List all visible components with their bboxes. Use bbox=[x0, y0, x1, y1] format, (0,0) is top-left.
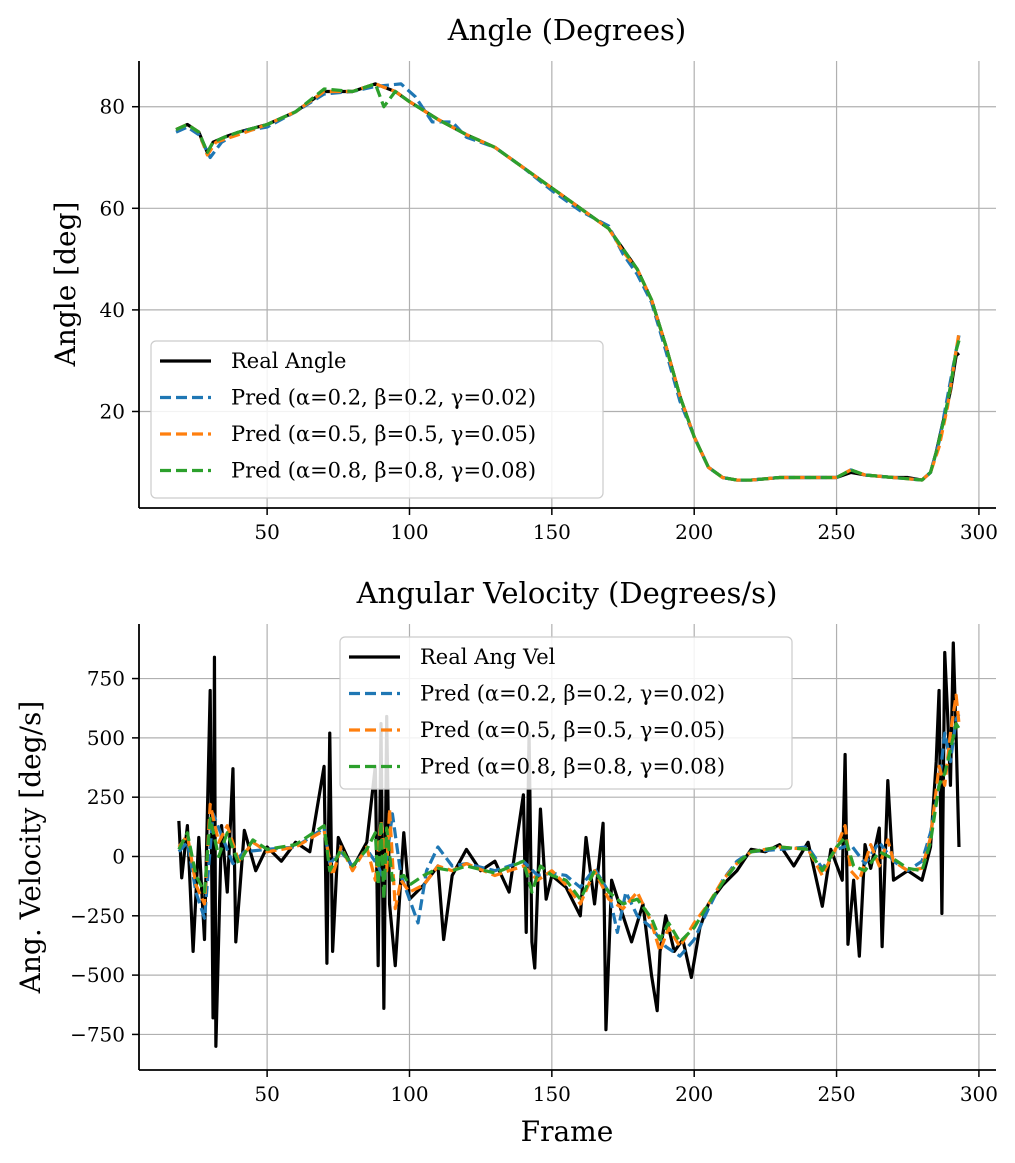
velocity-y-axis-label: Ang. Velocity [deg/s] bbox=[14, 701, 47, 995]
angle-legend-label-1: Pred (α=0.2, β=0.2, γ=0.02) bbox=[231, 386, 536, 410]
angle-legend: Real Angle Pred (α=0.2, β=0.2, γ=0.02) Pre… bbox=[150, 340, 604, 499]
velocity-y-tick-label: −500 bbox=[70, 963, 125, 987]
velocity-x-tick-label: 100 bbox=[390, 1082, 428, 1106]
velocity-series-3-line bbox=[177, 722, 961, 944]
angle-x-tick-label: 200 bbox=[675, 520, 713, 544]
velocity-x-tick-label: 150 bbox=[533, 1082, 571, 1106]
angle-x-tick-label: 250 bbox=[817, 520, 855, 544]
velocity-series-layer bbox=[177, 641, 961, 1048]
angle-series-2-line bbox=[175, 82, 961, 482]
angle-x-tick-label: 300 bbox=[960, 520, 998, 544]
angle-legend-label-2: Pred (α=0.5, β=0.5, γ=0.05) bbox=[231, 422, 536, 446]
angle-y-tick-label: 40 bbox=[100, 298, 125, 322]
angle-subplot: Angle (Degrees) 50 100 150 200 250 300 20 40 60 8… bbox=[49, 13, 998, 544]
velocity-series-2-line bbox=[177, 693, 961, 953]
velocity-y-tick-label: 500 bbox=[87, 726, 125, 750]
velocity-subplot: Angular Velocity (Degrees/s) 50 100 150 200… bbox=[14, 576, 998, 1148]
velocity-x-tick-label: 250 bbox=[817, 1082, 855, 1106]
velocity-legend-label-2: Pred (α=0.5, β=0.5, γ=0.05) bbox=[420, 718, 725, 742]
angle-series-layer bbox=[175, 82, 961, 482]
angle-y-tick-label: 60 bbox=[100, 196, 125, 220]
velocity-y-tick-label: −250 bbox=[70, 904, 125, 928]
velocity-legend-label-0: Real Ang Vel bbox=[420, 645, 556, 669]
angle-ticks: 50 100 150 200 250 300 20 40 60 80 bbox=[100, 95, 998, 544]
velocity-x-tick-label: 300 bbox=[960, 1082, 998, 1106]
velocity-legend-label-1: Pred (α=0.2, β=0.2, γ=0.02) bbox=[420, 682, 725, 706]
angle-y-tick-label: 20 bbox=[100, 399, 125, 423]
angle-x-tick-label: 150 bbox=[533, 520, 571, 544]
velocity-y-tick-label: 0 bbox=[112, 844, 125, 868]
angle-y-axis-label: Angle [deg] bbox=[49, 202, 82, 368]
angle-legend-label-0: Real Angle bbox=[231, 349, 346, 373]
velocity-y-tick-label: 250 bbox=[87, 785, 125, 809]
velocity-y-tick-label: −750 bbox=[70, 1022, 125, 1046]
angle-series-3-line bbox=[175, 82, 961, 482]
velocity-y-tick-label: 750 bbox=[87, 667, 125, 691]
angle-chart-title: Angle (Degrees) bbox=[447, 13, 687, 47]
velocity-chart-title: Angular Velocity (Degrees/s) bbox=[356, 576, 778, 610]
velocity-x-axis-label: Frame bbox=[521, 1115, 614, 1148]
velocity-legend-label-3: Pred (α=0.8, β=0.8, γ=0.08) bbox=[420, 755, 725, 779]
angle-y-tick-label: 80 bbox=[100, 95, 125, 119]
velocity-x-tick-label: 200 bbox=[675, 1082, 713, 1106]
angle-legend-label-3: Pred (α=0.8, β=0.8, γ=0.08) bbox=[231, 459, 536, 483]
velocity-ticks: 50 100 150 200 250 300 −750 −500 −250 0 250 500 750 bbox=[70, 667, 998, 1106]
velocity-grid bbox=[139, 624, 996, 1070]
angle-x-tick-label: 50 bbox=[254, 520, 279, 544]
velocity-legend: Real Ang Vel Pred (α=0.2, β=0.2, γ=0.02) P… bbox=[339, 636, 793, 790]
velocity-x-tick-label: 50 bbox=[254, 1082, 279, 1106]
angle-x-tick-label: 100 bbox=[390, 520, 428, 544]
